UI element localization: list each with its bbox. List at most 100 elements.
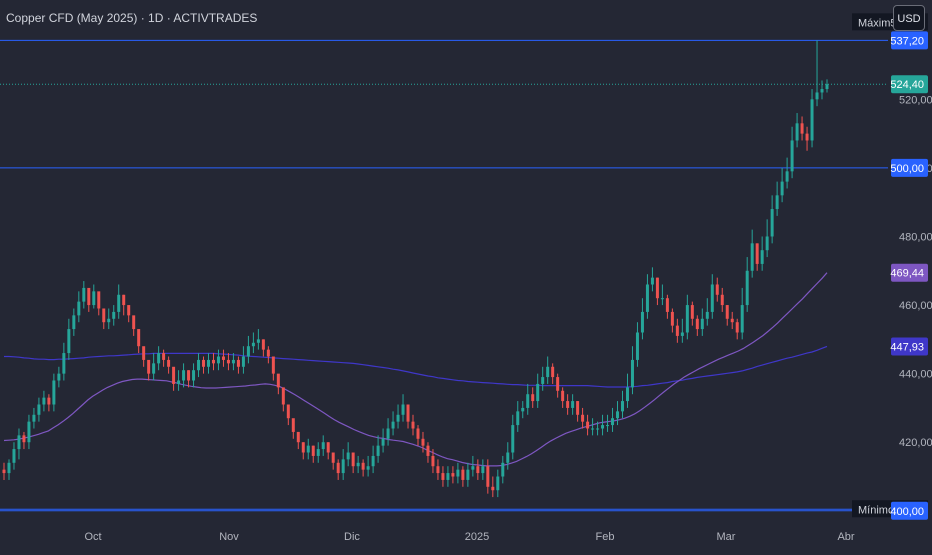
candle-body [725, 305, 729, 319]
candle-body [740, 305, 744, 333]
candle-body [466, 469, 470, 480]
candle-body [591, 428, 595, 430]
candle-body [795, 123, 799, 141]
candle-body [680, 332, 684, 336]
time-axis[interactable]: Oct Nov Dic 2025 Feb Mar Abr [84, 531, 854, 543]
max-label: Máximo [858, 17, 897, 29]
candle-body [611, 418, 615, 426]
candle-body [306, 445, 310, 453]
currency-button[interactable]: USD [893, 5, 925, 31]
candle-body [97, 291, 101, 309]
ma-fast-label-bg [891, 263, 928, 282]
candle-body [765, 236, 769, 251]
candle-body [376, 445, 380, 456]
candle-body [296, 431, 300, 443]
candle-body [177, 380, 181, 384]
price-tick: 480,00 [899, 231, 932, 243]
candle-body [630, 359, 634, 388]
candle-body [561, 390, 565, 402]
candle-body [491, 486, 495, 491]
candle-body [381, 438, 385, 446]
candle-body [640, 311, 644, 333]
time-tick: 2025 [465, 531, 489, 543]
candle-body [326, 442, 330, 453]
candle-body [291, 418, 295, 432]
candle-body [551, 366, 555, 378]
time-tick: Oct [84, 531, 101, 543]
candle-body [142, 346, 146, 360]
candle-body [635, 332, 639, 360]
candle-body [750, 243, 754, 271]
candle-body [42, 397, 46, 405]
candle-body [122, 294, 126, 306]
candle-body [346, 452, 350, 460]
candle-body [82, 287, 86, 302]
ma-fast-label: 469,44 [890, 268, 924, 280]
candle-body [536, 383, 540, 402]
candle-body [301, 442, 305, 453]
candle-body [685, 305, 689, 333]
candle-body [102, 308, 106, 323]
candle-body [596, 428, 600, 430]
candle-body [311, 445, 315, 456]
candle-body [531, 394, 535, 402]
candle-body [401, 404, 405, 415]
price-tick: 440,00 [899, 369, 932, 381]
candle-body [231, 359, 235, 364]
candle-body [800, 123, 804, 134]
ma-slow-label-bg [891, 337, 928, 356]
candle-body [820, 89, 824, 93]
candle-body [486, 466, 490, 487]
candle-body [361, 462, 365, 470]
ma-slow-line [4, 345, 828, 388]
candle-body [566, 401, 570, 408]
candle-body [341, 459, 345, 474]
candle-body [152, 363, 156, 374]
candle-body [246, 346, 250, 357]
candle-body [606, 425, 610, 427]
candles [2, 40, 829, 498]
candle-body [556, 377, 560, 391]
candle-body [421, 438, 425, 446]
candle-body [446, 473, 450, 480]
time-tick: Abr [837, 531, 854, 543]
candle-body [261, 339, 265, 350]
candle-body [481, 466, 485, 474]
candle-body [521, 407, 525, 412]
candle-body [516, 411, 520, 426]
candle-body [137, 329, 141, 347]
candle-body [655, 277, 659, 299]
ma-fast-line [3, 272, 828, 467]
candle-body [710, 284, 714, 312]
ma-slow-label: 447,93 [890, 341, 924, 353]
candle-body [271, 356, 275, 374]
candle-body [755, 243, 759, 264]
time-tick: Dic [344, 531, 360, 543]
candle-body [541, 377, 545, 384]
candle-body [546, 366, 550, 378]
candle-body [356, 462, 360, 467]
candle-body [705, 311, 709, 319]
min-label-bg [852, 500, 892, 518]
candle-body [825, 84, 829, 90]
candle-body [107, 318, 111, 323]
time-tick: Mar [717, 531, 736, 543]
candle-body [471, 466, 475, 470]
level-label-bg [891, 31, 928, 50]
candle-body [132, 315, 136, 330]
moving-averages [3, 272, 828, 467]
candle-body [625, 387, 629, 402]
candle-body [745, 270, 749, 306]
candle-body [416, 428, 420, 439]
candle-body [396, 414, 400, 422]
level-label: 537,20 [890, 35, 924, 47]
candle-body [371, 455, 375, 467]
candle-body [670, 311, 674, 326]
candle-body [187, 370, 191, 381]
candle-body [366, 466, 370, 470]
candle-body [775, 195, 779, 210]
candle-body [67, 329, 71, 354]
